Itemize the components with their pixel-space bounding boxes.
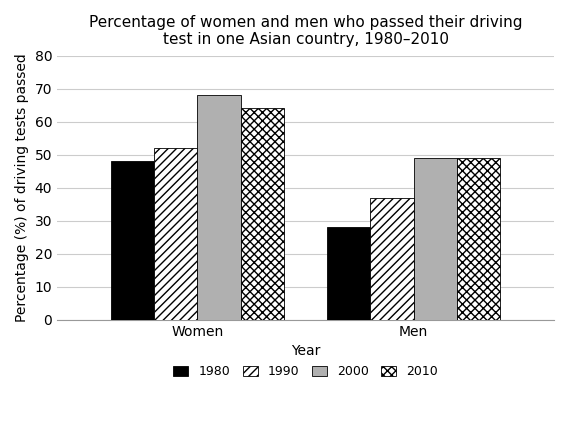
Bar: [241, 108, 284, 320]
Bar: [111, 161, 154, 320]
Legend: 1980, 1990, 2000, 2010: 1980, 1990, 2000, 2010: [170, 362, 442, 382]
Title: Percentage of women and men who passed their driving
test in one Asian country, : Percentage of women and men who passed t…: [89, 15, 522, 48]
Bar: [370, 198, 414, 320]
Bar: [154, 148, 197, 320]
X-axis label: Year: Year: [291, 344, 320, 358]
Bar: [414, 158, 457, 320]
Bar: [457, 158, 500, 320]
Bar: [197, 95, 241, 320]
Y-axis label: Percentage (%) of driving tests passed: Percentage (%) of driving tests passed: [15, 53, 29, 322]
Bar: [327, 227, 370, 320]
